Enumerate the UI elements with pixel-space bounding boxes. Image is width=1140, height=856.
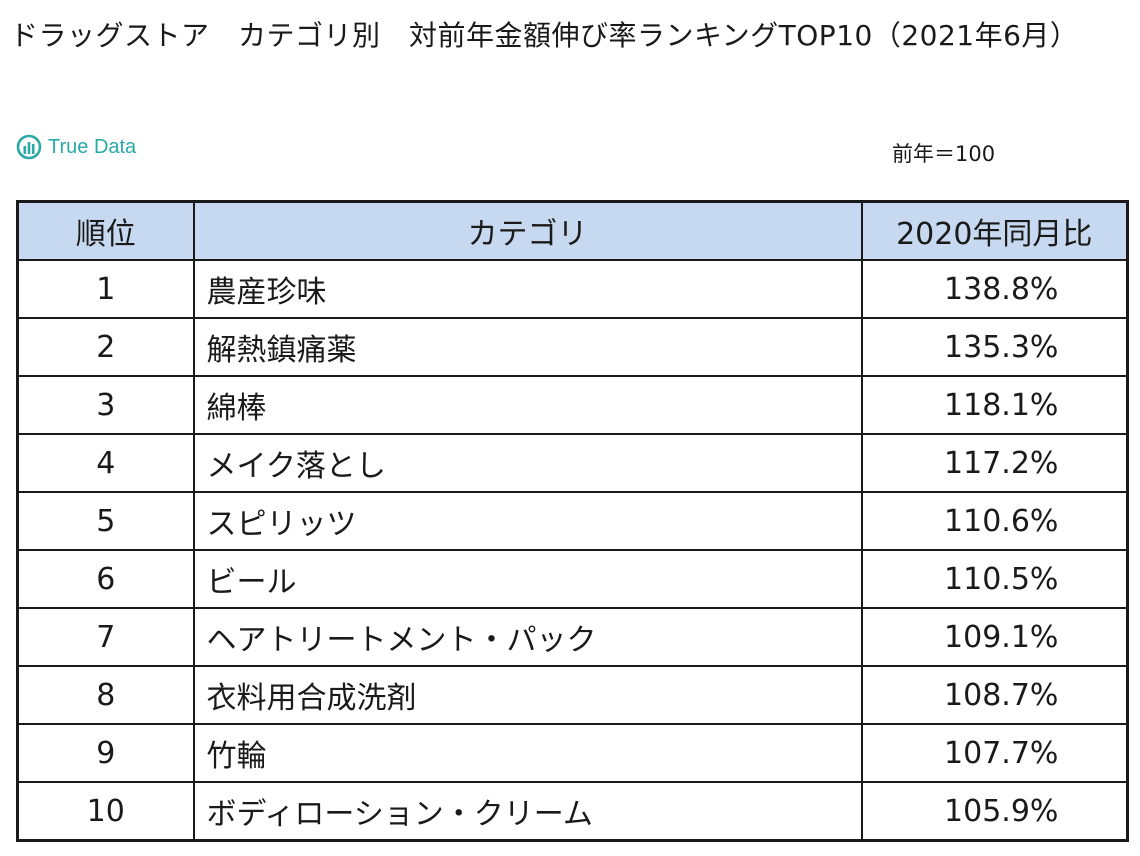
rank-cell: 5 — [16, 491, 195, 551]
category-cell: 綿棒 — [192, 375, 863, 435]
table-row: 2 解熱鎮痛薬 135.3% — [16, 317, 1129, 377]
table-row: 3 綿棒 118.1% — [16, 375, 1129, 435]
ratio-cell: 118.1% — [860, 375, 1129, 435]
ratio-cell: 138.8% — [860, 259, 1129, 319]
table-row: 7 ヘアトリートメント・パック 109.1% — [16, 607, 1129, 667]
ratio-cell: 105.9% — [860, 781, 1129, 842]
true-data-logo-icon — [16, 134, 42, 160]
ratio-cell: 108.7% — [860, 665, 1129, 725]
table-row: 8 衣料用合成洗剤 108.7% — [16, 665, 1129, 725]
category-cell: 竹輪 — [192, 723, 863, 783]
rank-cell: 9 — [16, 723, 195, 783]
ranking-table: 順位 カテゴリ 2020年同月比 1 農産珍味 138.8% 2 解熱鎮痛薬 1… — [16, 200, 1129, 842]
ratio-cell: 107.7% — [860, 723, 1129, 783]
table-row: 4 メイク落とし 117.2% — [16, 433, 1129, 493]
true-data-logo: True Data — [16, 134, 136, 160]
category-cell: 解熱鎮痛薬 — [192, 317, 863, 377]
table-row: 5 スピリッツ 110.6% — [16, 491, 1129, 551]
table-row: 10 ボディローション・クリーム 105.9% — [16, 781, 1129, 842]
base-note: 前年＝100 — [892, 142, 996, 166]
rank-cell: 4 — [16, 433, 195, 493]
table-row: 1 農産珍味 138.8% — [16, 259, 1129, 319]
table-row: 9 竹輪 107.7% — [16, 723, 1129, 783]
rank-cell: 7 — [16, 607, 195, 667]
rank-cell: 8 — [16, 665, 195, 725]
rank-cell: 10 — [16, 781, 195, 842]
header-rank: 順位 — [16, 200, 195, 261]
rank-cell: 6 — [16, 549, 195, 609]
ratio-cell: 135.3% — [860, 317, 1129, 377]
page-title: ドラッグストア カテゴリ別 対前年金額伸び率ランキングTOP10（2021年6月… — [10, 19, 1079, 52]
ratio-cell: 110.5% — [860, 549, 1129, 609]
table-row: 6 ビール 110.5% — [16, 549, 1129, 609]
table-header-row: 順位 カテゴリ 2020年同月比 — [16, 200, 1129, 261]
rank-cell: 1 — [16, 259, 195, 319]
category-cell: ヘアトリートメント・パック — [192, 607, 863, 667]
category-cell: メイク落とし — [192, 433, 863, 493]
rank-cell: 3 — [16, 375, 195, 435]
header-category: カテゴリ — [192, 200, 863, 261]
logo-text: True Data — [48, 135, 137, 158]
category-cell: ボディローション・クリーム — [192, 781, 863, 842]
category-cell: 農産珍味 — [192, 259, 863, 319]
header-ratio: 2020年同月比 — [860, 200, 1129, 261]
category-cell: 衣料用合成洗剤 — [192, 665, 863, 725]
category-cell: スピリッツ — [192, 491, 863, 551]
category-cell: ビール — [192, 549, 863, 609]
rank-cell: 2 — [16, 317, 195, 377]
ratio-cell: 117.2% — [860, 433, 1129, 493]
ratio-cell: 110.6% — [860, 491, 1129, 551]
ratio-cell: 109.1% — [860, 607, 1129, 667]
